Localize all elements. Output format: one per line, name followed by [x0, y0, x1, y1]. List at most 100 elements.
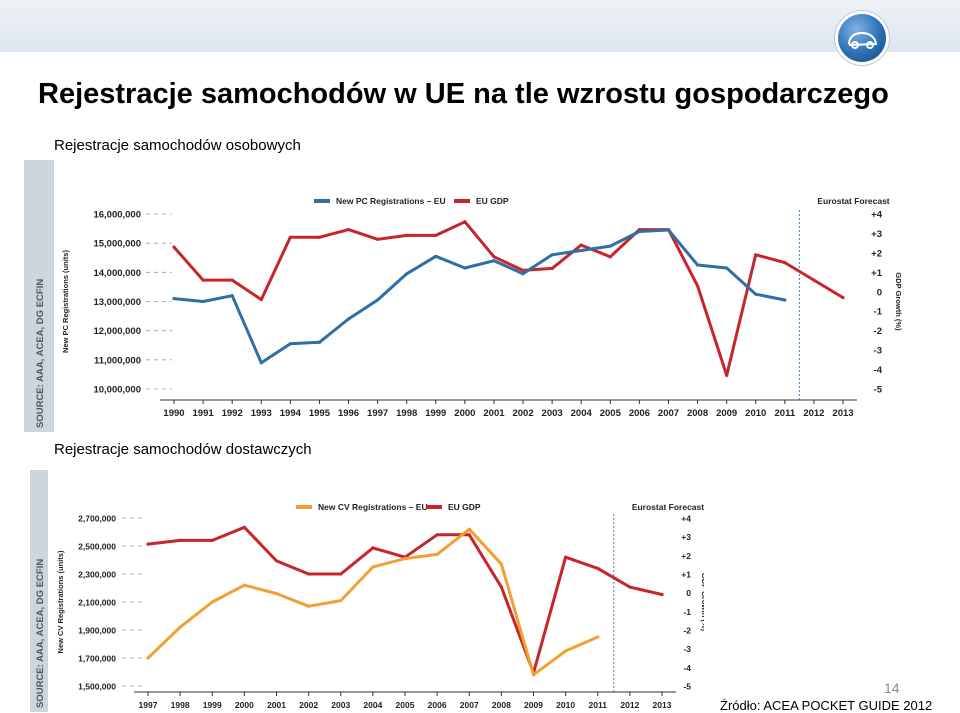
data-point [435, 552, 439, 556]
data-point [242, 583, 246, 587]
y2-tick-label: -1 [683, 607, 691, 617]
data-point [210, 538, 214, 542]
x-tick-label: 1994 [280, 408, 302, 419]
y2-tick-label: +2 [681, 551, 691, 561]
data-point [434, 254, 438, 258]
x-tick-label: 2008 [492, 700, 511, 710]
y2-tick-label: -4 [874, 365, 883, 376]
data-point [405, 272, 409, 276]
passenger-car-registrations-chart: SOURCE: AAA, ACEA, DG ECFIN New PC Regist… [24, 160, 903, 432]
x-tick-label: 2010 [556, 700, 575, 710]
data-point [317, 235, 322, 239]
data-point [178, 625, 182, 629]
data-point [230, 278, 234, 282]
y-tick-label: 1,900,000 [78, 626, 116, 636]
y2-tick-label: -3 [874, 346, 882, 357]
data-point [376, 298, 380, 302]
y2-tick-label: -3 [683, 644, 691, 654]
y2-tick-label: -4 [683, 663, 691, 673]
source-strip [30, 470, 48, 712]
data-point [492, 255, 496, 259]
data-point [579, 248, 583, 253]
y2-axis-title: GDP Growth (%) [894, 272, 903, 331]
data-point [172, 245, 176, 249]
data-point [259, 361, 263, 365]
data-point [725, 373, 729, 377]
data-point [274, 559, 279, 563]
data-point [371, 565, 375, 569]
legend-swatch [296, 505, 312, 509]
data-point [579, 243, 583, 247]
data-point [288, 235, 292, 239]
data-point [201, 299, 205, 304]
data-point [550, 253, 554, 257]
y-tick-label: 16,000,000 [93, 210, 141, 221]
y-tick-label: 15,000,000 [93, 239, 141, 250]
data-point [317, 340, 322, 344]
data-point [434, 233, 438, 237]
data-point [172, 296, 176, 301]
page-number: 14 [884, 680, 900, 696]
x-tick-label: 1997 [139, 700, 158, 710]
data-point [550, 266, 554, 271]
data-point [307, 572, 311, 576]
data-point [405, 233, 409, 237]
x-tick-label: 2008 [687, 408, 708, 419]
x-tick-label: 2011 [775, 408, 796, 419]
y2-tick-label: +3 [681, 532, 691, 542]
y-tick-label: 2,100,000 [78, 598, 116, 608]
car-logo-icon [838, 14, 886, 62]
data-point [841, 296, 845, 300]
x-tick-label: 2013 [653, 700, 672, 710]
slide-title: Rejestracje samochodów w UE na tle wzros… [38, 78, 889, 110]
x-tick-label: 2010 [745, 408, 766, 419]
source-strip [24, 160, 54, 432]
forecast-label: Eurostat Forecast [817, 196, 889, 206]
y2-tick-label: +1 [681, 570, 691, 580]
commercial-vehicles-subtitle: Rejestracje samochodów dostawczych [54, 441, 312, 458]
x-tick-label: 1999 [425, 408, 446, 419]
y-tick-label: 11,000,000 [94, 355, 141, 366]
x-tick-label: 2007 [460, 700, 479, 710]
x-tick-label: 1990 [163, 408, 184, 419]
data-point [492, 259, 496, 263]
y-tick-label: 1,500,000 [78, 682, 116, 692]
x-tick-label: 2007 [658, 408, 679, 419]
x-tick-label: 2011 [589, 700, 608, 710]
series-line-registrations [146, 527, 600, 677]
data-point [178, 538, 182, 542]
commercial-vehicle-registrations-chart: SOURCE: AAA, ACEA, DG ECFIN New CV Regist… [30, 470, 704, 712]
x-tick-label: 2001 [267, 700, 286, 710]
data-point [608, 255, 612, 259]
y2-tick-label: +1 [871, 268, 883, 279]
data-point [146, 542, 150, 546]
legend-swatch [314, 199, 330, 203]
y2-tick-label: +3 [871, 229, 882, 240]
y2-tick-label: -2 [683, 626, 691, 636]
legend-label: EU GDP [448, 502, 481, 512]
x-tick-label: 2004 [363, 700, 382, 710]
data-point [371, 546, 375, 550]
x-tick-label: 2000 [454, 408, 475, 419]
data-point [467, 533, 471, 537]
data-point [695, 263, 700, 267]
data-point [146, 656, 150, 660]
data-point [230, 294, 234, 298]
x-tick-label: 2006 [428, 700, 447, 710]
x-tick-label: 1999 [203, 700, 222, 710]
data-point [521, 268, 525, 272]
y2-tick-label: -5 [874, 385, 883, 396]
data-point [628, 585, 632, 589]
x-tick-label: 2005 [396, 700, 415, 710]
data-point [596, 566, 600, 570]
x-tick-label: 2009 [716, 408, 737, 419]
data-point [346, 317, 351, 321]
data-point [637, 229, 641, 234]
legend-swatch [454, 199, 470, 203]
data-point [608, 244, 612, 248]
data-point [596, 635, 600, 639]
legend-label: New PC Registrations – EU [336, 196, 446, 206]
forecast-label: Eurostat Forecast [632, 502, 704, 512]
data-point [307, 604, 311, 608]
source-label: SOURCE: AAA, ACEA, DG ECFIN [35, 559, 46, 708]
